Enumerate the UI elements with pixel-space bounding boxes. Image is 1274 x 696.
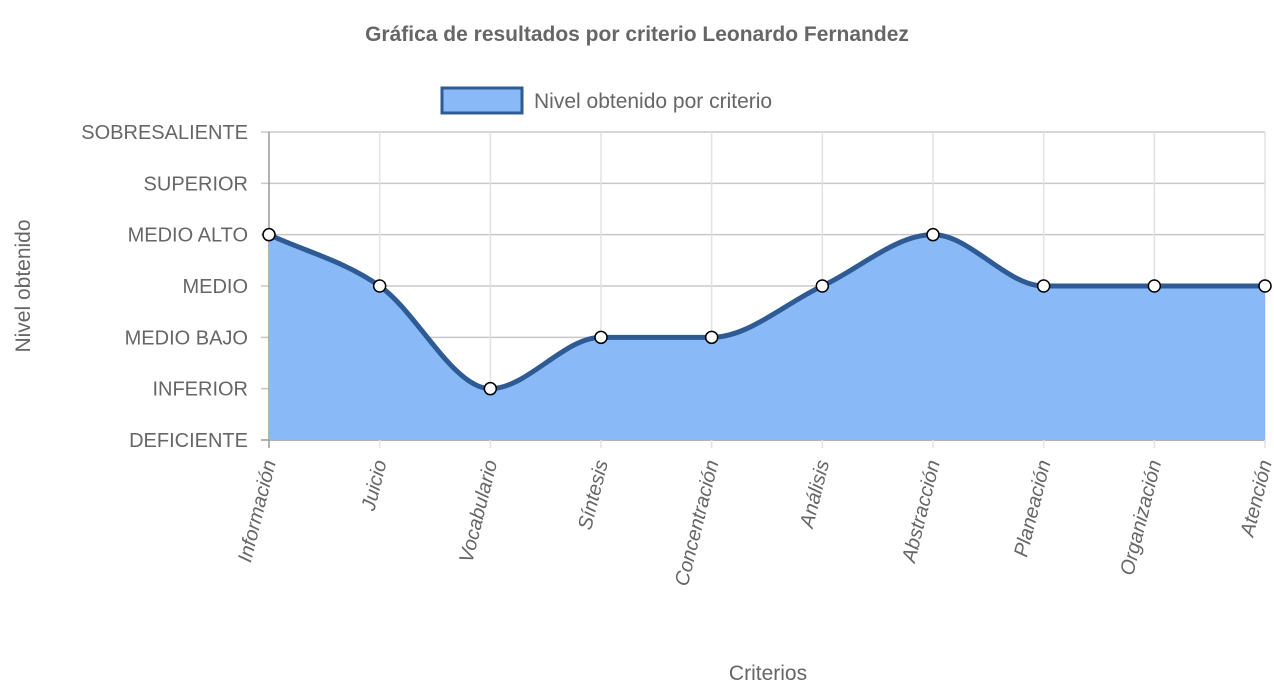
data-point[interactable] — [262, 227, 276, 242]
y-tick-label: SUPERIOR — [144, 173, 248, 195]
data-points — [262, 227, 1272, 396]
data-point[interactable] — [483, 381, 498, 396]
y-axis-ticks: DEFICIENTE INFERIOR MEDIO BAJO MEDIO MEDIO A… — [81, 122, 248, 452]
series-line — [266, 232, 1268, 392]
x-tick-label: Juicio — [358, 458, 392, 514]
x-tick-label: Información — [234, 458, 281, 565]
x-tick-label: Planeación — [1010, 458, 1055, 559]
x-tick-label: Atención — [1236, 458, 1274, 540]
data-point[interactable] — [704, 330, 719, 345]
data-point[interactable] — [926, 227, 940, 242]
data-point[interactable] — [1258, 279, 1272, 293]
y-tick-label: MEDIO BAJO — [125, 327, 248, 349]
area-layer — [266, 232, 1268, 440]
y-tick-label: SOBRESALIENTE — [81, 122, 248, 144]
legend-swatch — [440, 86, 524, 115]
y-tick-label: MEDIO ALTO — [128, 225, 248, 247]
x-tick-label: Organización — [1116, 458, 1166, 578]
data-point[interactable] — [1036, 279, 1051, 293]
x-tick-label: Concentración — [671, 458, 724, 588]
x-tick-label: Análisis — [796, 458, 834, 531]
data-point[interactable] — [372, 279, 387, 293]
data-point[interactable] — [594, 330, 608, 345]
legend-label: Nivel obtenido por criterio — [534, 90, 772, 113]
x-axis-title: Criterios — [729, 662, 807, 685]
data-point[interactable] — [815, 279, 830, 293]
x-tick-label: Abstracción — [898, 458, 945, 566]
x-tick-label: Vocabulario — [455, 458, 502, 565]
data-point[interactable] — [1147, 279, 1162, 293]
y-axis-title: Nivel obtenido — [12, 219, 35, 352]
y-tick-label: INFERIOR — [152, 379, 248, 401]
x-tick-label: Síntesis — [574, 458, 613, 532]
y-tick-label: DEFICIENTE — [129, 430, 248, 452]
y-tick-label: MEDIO — [182, 276, 248, 298]
chart-title: Gráfica de resultados por criterio Leona… — [365, 23, 909, 46]
area-fill — [269, 234, 1265, 440]
legend[interactable]: Nivel obtenido por criterio — [440, 86, 772, 115]
x-axis-ticks: Información Juicio Vocabulario Síntesis Conc… — [234, 458, 1274, 588]
